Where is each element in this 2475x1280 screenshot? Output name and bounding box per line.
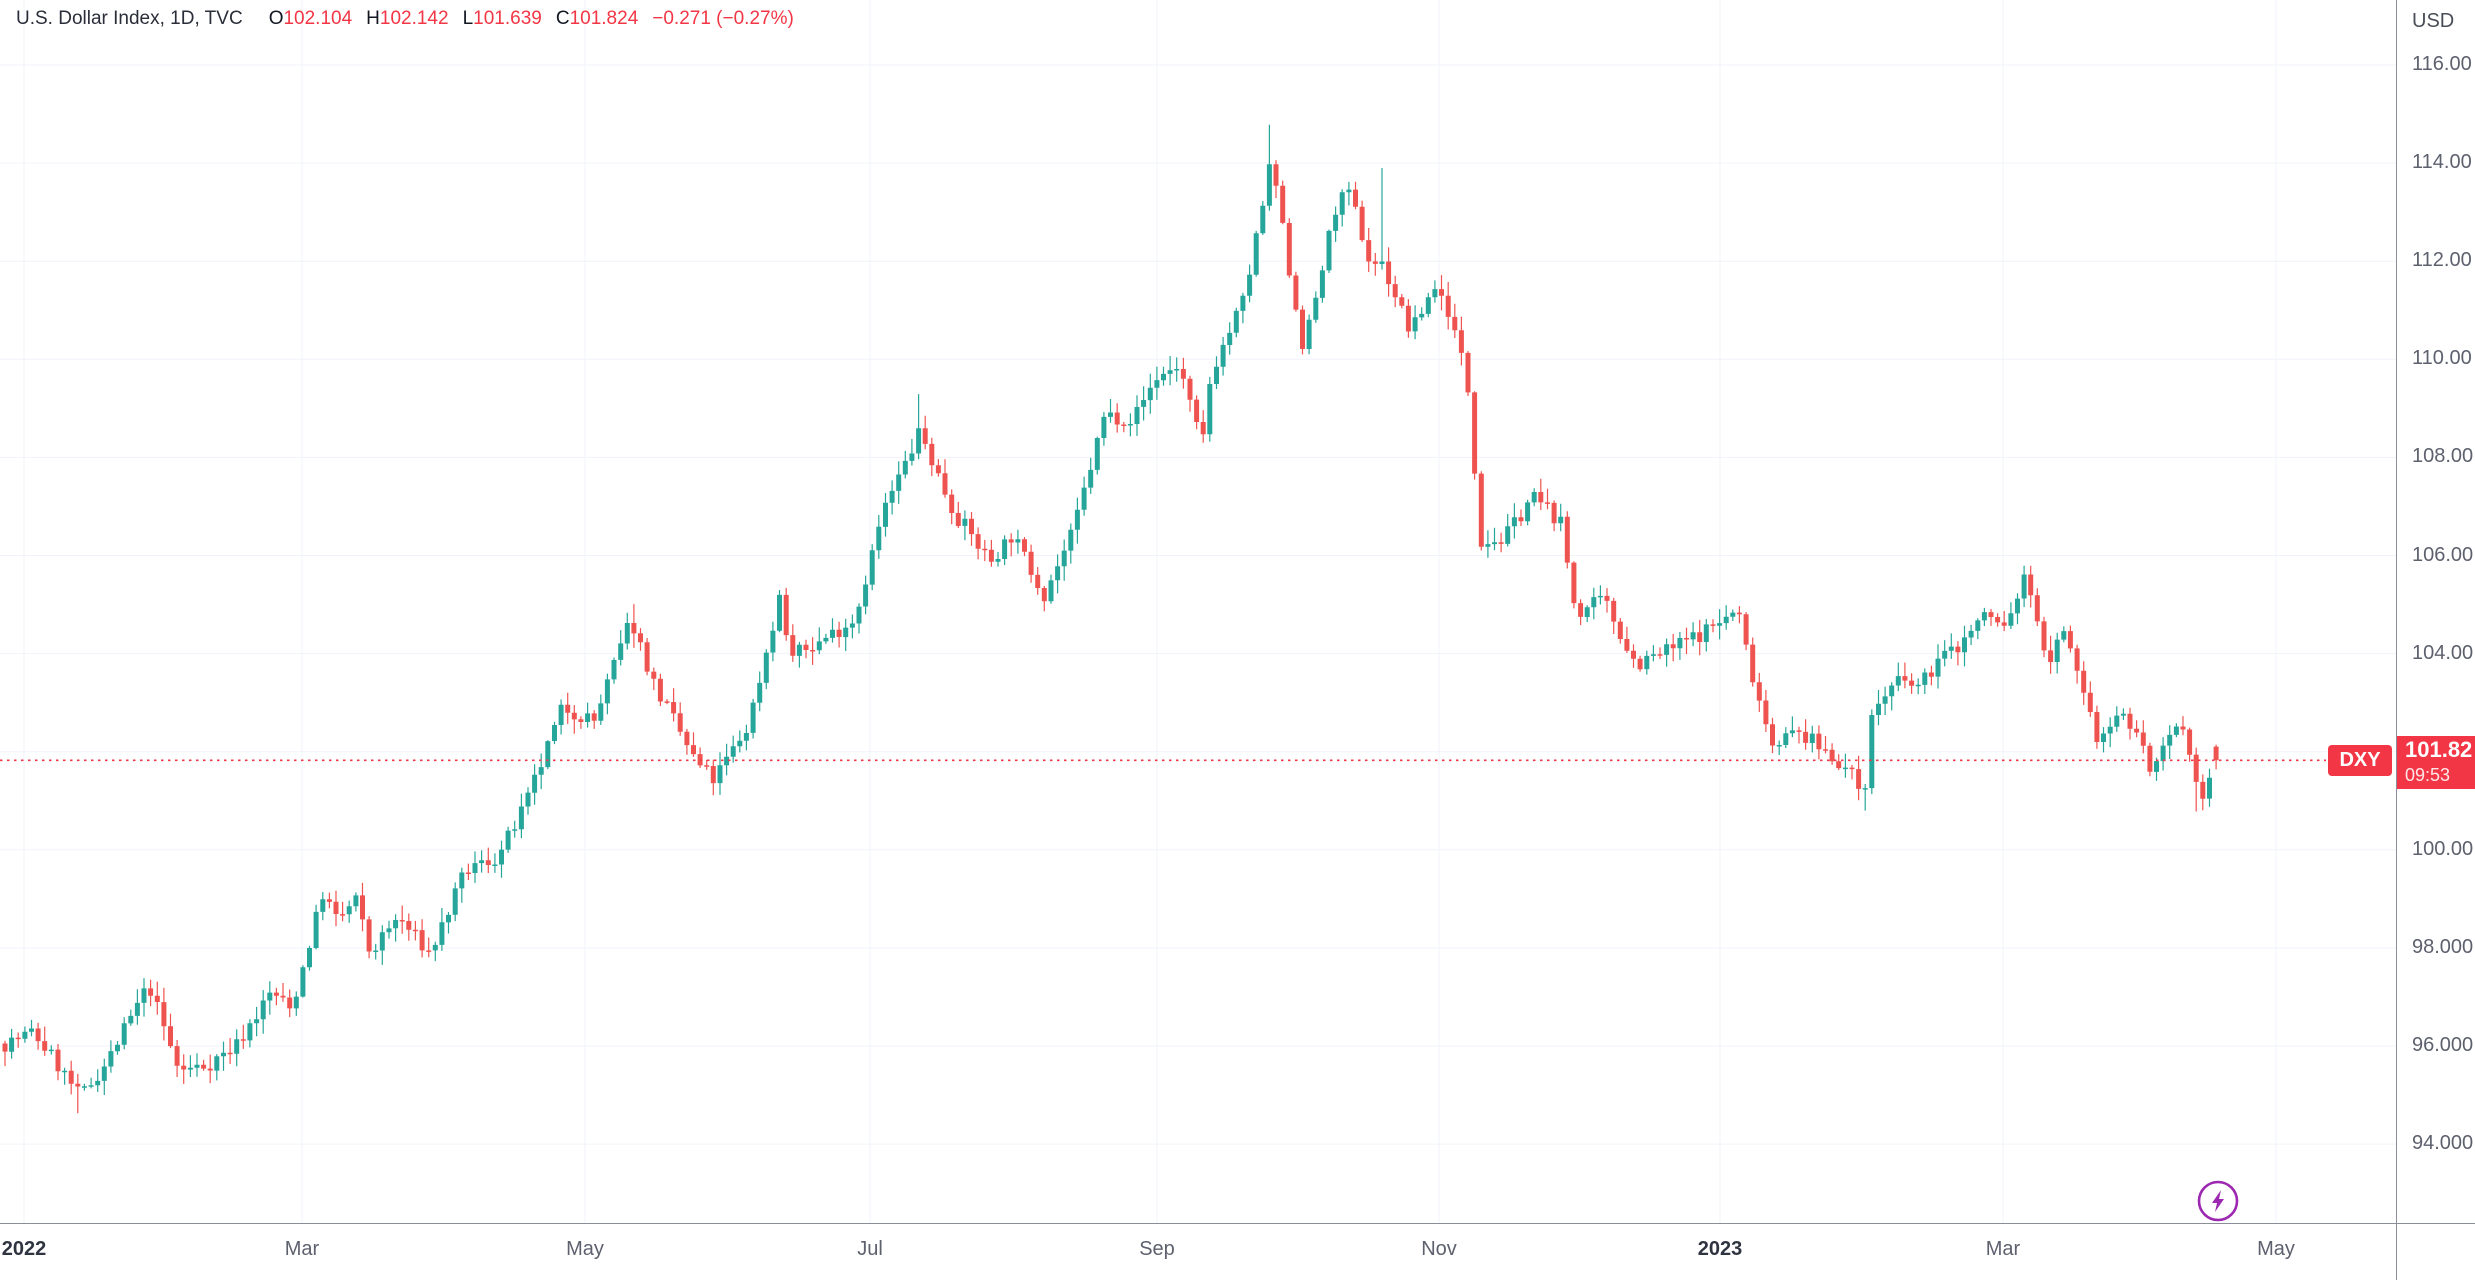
price-axis-label: 100.00 [2412,837,2474,860]
ohlc-close: C 101.824 [555,8,639,29]
time-axis-label: 2023 [1697,1238,1743,1260]
price-axis-label: 104.00 [2412,641,2474,664]
time-axis-label: Jul [857,1238,883,1260]
quick-trade-button[interactable] [2196,1179,2240,1223]
price-axis-label: 116.00 [2412,53,2472,75]
ohlc-high: H 102.142 [366,8,449,29]
lightning-icon [2197,1180,2239,1222]
up-candle-wicks [11,124,2211,1095]
price-axis-label: 94.000 [2412,1132,2474,1155]
price-axis-label: 96.000 [2412,1034,2474,1056]
price-axis-label: 108.00 [2412,445,2474,468]
last-price-countdown: 09:53 [2405,765,2451,785]
price-line-symbol-badge: DXY [2328,745,2392,776]
up-candle-bodies [9,164,2212,1088]
down-candle-wicks [4,160,2217,1114]
time-axis[interactable]: 2022 Mar May Jul Sep Nov 2023 Mar May [0,1224,2475,1280]
ohlc-low: L 101.639 [462,8,542,29]
time-axis-label: 2022 [1,1238,47,1260]
time-axis-label: Nov [1421,1238,1457,1260]
last-price-badge: 101.82 09:53 [2397,736,2475,789]
time-axis-label: Sep [1139,1238,1175,1260]
time-axis-label: May [566,1238,604,1260]
time-axis-label: Mar [284,1238,320,1260]
price-axis-label: 110.00 [2412,347,2472,370]
price-change: −0.271 (−0.27%) [652,8,794,29]
symbol-legend: U.S. Dollar Index, 1D, TVC O 102.104 H 102… [16,8,794,30]
time-axis-border [0,1223,2475,1224]
price-axis-label: 114.00 [2412,151,2472,174]
ohlc-open: O 102.104 [268,8,353,29]
price-axis-unit: USD [2412,10,2455,32]
time-axis-label: Mar [1985,1238,2021,1260]
price-axis[interactable]: 116.00 114.00 112.00 110.00 108.00 106.00 104.… [2397,0,2475,1223]
symbol-title[interactable]: U.S. Dollar Index, 1D, TVC [16,8,243,29]
time-axis-label: May [2257,1238,2295,1260]
price-axis-label: 98.000 [2412,935,2474,958]
price-axis-label: 106.00 [2412,543,2474,566]
last-price-value: 101.82 [2405,737,2473,762]
price-axis-label: 112.00 [2412,249,2472,272]
price-axis-border [2396,0,2397,1280]
